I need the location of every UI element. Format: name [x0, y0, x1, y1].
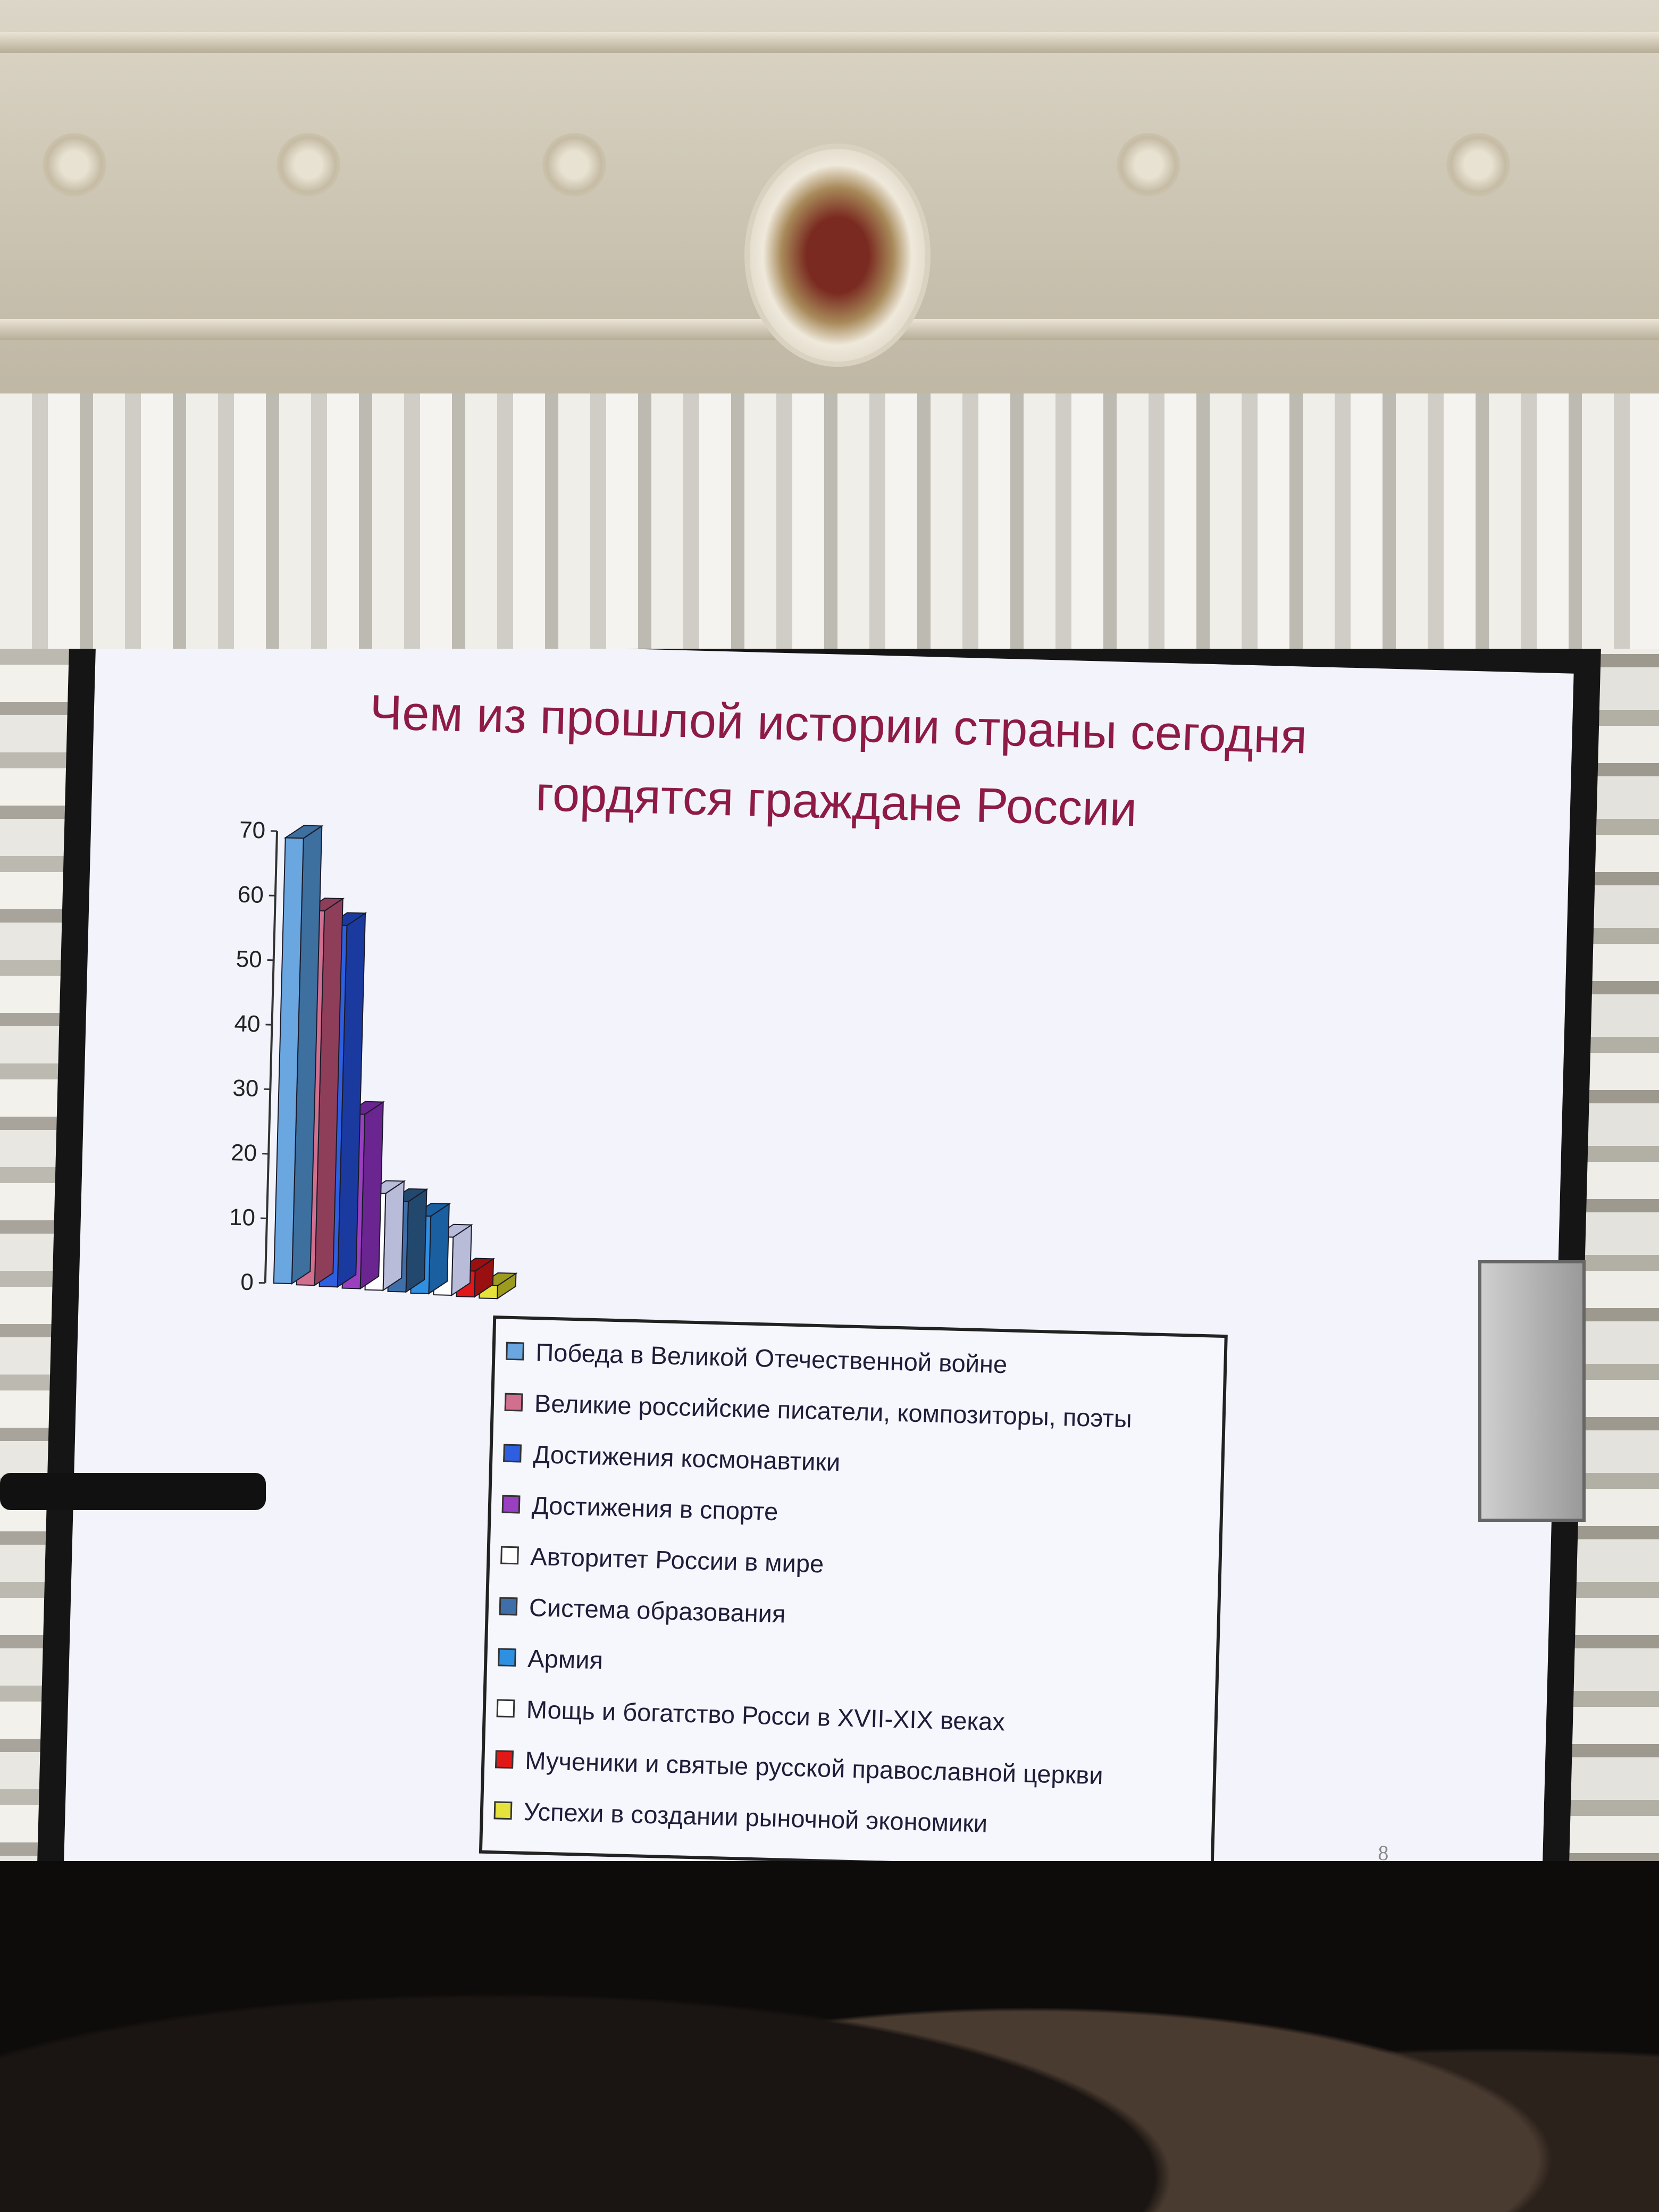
legend-entry: Мученики и святые русской православной ц… — [495, 1738, 1103, 1796]
microphone-arm — [0, 1473, 266, 1510]
legend-swatch — [498, 1648, 516, 1667]
y-tick-label: 40 — [234, 1010, 261, 1037]
legend-label: Армия — [527, 1644, 604, 1674]
legend-label: Успехи в создании рыночной экономики — [523, 1797, 988, 1838]
legend-label: Достижения космонавтики — [532, 1439, 841, 1476]
legend-swatch — [501, 1495, 521, 1514]
legend-label: Мученики и святые русской православной ц… — [524, 1746, 1104, 1789]
legend-label: Авторитет России в мире — [530, 1541, 824, 1578]
bar — [273, 837, 304, 1285]
legend-entry: Мощь и богатство Росси в XVII-XIX веках — [496, 1687, 1006, 1742]
y-tick-label: 20 — [231, 1139, 257, 1166]
y-tick-label: 70 — [239, 817, 265, 843]
ceiling-molding — [0, 32, 1659, 53]
ceiling-rosette — [43, 133, 106, 197]
legend-swatch — [496, 1699, 515, 1718]
y-tick-label: 10 — [229, 1204, 255, 1231]
legend-entry: Достижения космонавтики — [503, 1432, 841, 1484]
legend-swatch — [506, 1342, 525, 1361]
y-tick-label: 0 — [240, 1269, 254, 1296]
legend-swatch — [499, 1597, 518, 1616]
loudspeaker — [1478, 1260, 1586, 1522]
slide: Чем из прошлой истории страны сегодня го… — [64, 635, 1574, 1901]
legend-entry: Победа в Великой Отечественной войне — [506, 1330, 1008, 1386]
legend-entry: Система образования — [499, 1585, 786, 1635]
bar-side — [428, 1203, 450, 1295]
legend-swatch — [493, 1801, 513, 1820]
legend-label: Мощь и богатство Росси в XVII-XIX веках — [526, 1695, 1006, 1736]
legend-entry: Великие российские писатели, композиторы… — [504, 1381, 1133, 1440]
legend-entry: Достижения в спорте — [501, 1483, 778, 1533]
legend-entry: Успехи в создании рыночной экономики — [493, 1789, 988, 1844]
legend-swatch — [500, 1546, 519, 1565]
legend-label: Великие российские писатели, композиторы… — [534, 1388, 1133, 1432]
legend-label: Система образования — [529, 1593, 786, 1628]
projection-screen: Чем из прошлой истории страны сегодня го… — [37, 607, 1601, 1924]
legend-swatch — [495, 1750, 514, 1769]
y-axis-line — [264, 831, 279, 1283]
ceiling-rosette — [1446, 133, 1510, 197]
y-tick-label: 60 — [237, 882, 264, 908]
ceiling-rosette — [1117, 133, 1180, 197]
legend-label: Победа в Великой Отечественной войне — [535, 1337, 1008, 1378]
y-tick-label: 30 — [232, 1075, 259, 1102]
y-tick-label: 50 — [236, 946, 262, 973]
bar-chart: 0 10 20 30 40 50 60 70 — [229, 817, 518, 1300]
bar-side — [382, 1180, 405, 1292]
curtain-top — [0, 393, 1659, 649]
legend-swatch — [504, 1393, 523, 1412]
legend-label: Достижения в спорте — [531, 1490, 779, 1526]
legend-swatch — [503, 1444, 522, 1463]
audience-heads — [0, 1861, 1659, 2212]
chart-legend: Победа в Великой Отечественной войне Вели… — [479, 1315, 1228, 1873]
legend-entry: Авторитет России в мире — [500, 1534, 824, 1585]
legend-entry: Армия — [497, 1636, 604, 1681]
ceiling-rosette — [542, 133, 606, 197]
ceiling-rosette — [276, 133, 340, 197]
state-emblem — [744, 144, 931, 367]
bar-side — [405, 1188, 428, 1293]
